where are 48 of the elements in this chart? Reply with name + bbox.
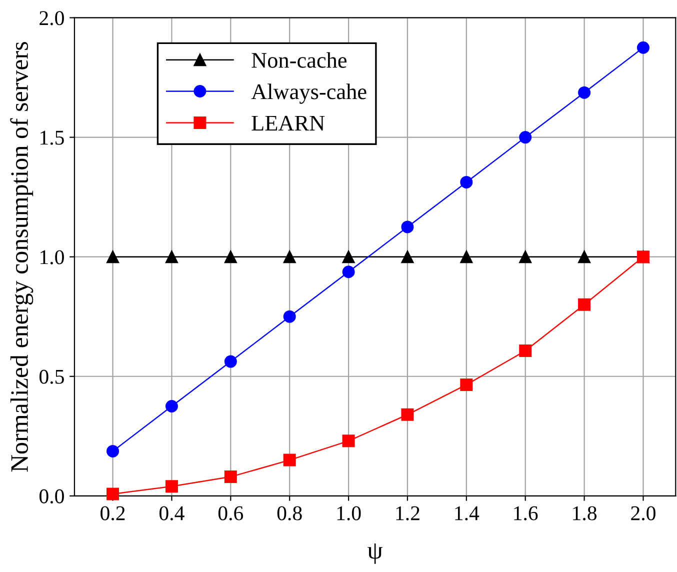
point bbox=[165, 250, 178, 264]
point bbox=[283, 250, 296, 264]
x-axis-title: ψ bbox=[368, 544, 383, 564]
x-tick-label: 0.6 bbox=[218, 506, 244, 520]
point bbox=[519, 131, 532, 144]
point bbox=[578, 298, 591, 311]
point bbox=[106, 488, 120, 500]
point bbox=[165, 400, 178, 413]
point bbox=[401, 250, 414, 264]
point bbox=[636, 41, 650, 54]
y-tick-label: 1.0 bbox=[40, 250, 64, 264]
x-tick-label: 0.8 bbox=[277, 506, 302, 520]
point bbox=[401, 408, 414, 421]
point bbox=[460, 378, 473, 391]
x-tick-label: 2.0 bbox=[631, 506, 656, 520]
y-axis-title: Normalized energy consumption of servers bbox=[10, 42, 34, 472]
x-tick-label: 1.6 bbox=[514, 506, 538, 520]
point bbox=[401, 220, 414, 234]
legend-label: Always-cahe bbox=[251, 84, 366, 104]
y-tick-label: 1.5 bbox=[40, 130, 64, 145]
point bbox=[224, 250, 237, 264]
x-tick-label: 1.0 bbox=[337, 506, 361, 520]
legend-label: Non-cache bbox=[252, 52, 347, 68]
point bbox=[342, 434, 355, 448]
point bbox=[519, 344, 532, 358]
y-tick-label: 0.0 bbox=[40, 489, 64, 504]
point bbox=[224, 355, 237, 368]
y-tick-label: 2.0 bbox=[40, 11, 64, 26]
point bbox=[283, 310, 296, 323]
point bbox=[578, 250, 591, 264]
point bbox=[578, 86, 591, 99]
x-tick-label: 1.2 bbox=[396, 506, 420, 520]
point bbox=[224, 470, 237, 484]
point bbox=[342, 266, 355, 278]
point bbox=[519, 250, 532, 264]
x-tick-label: 1.8 bbox=[573, 506, 597, 520]
x-tick-label: 0.4 bbox=[159, 506, 184, 520]
point bbox=[283, 454, 296, 466]
y-tick-label: 0.5 bbox=[40, 370, 64, 384]
legend-label: LEARN bbox=[252, 116, 325, 130]
point bbox=[342, 250, 355, 264]
point bbox=[106, 444, 120, 458]
point bbox=[460, 250, 473, 264]
point bbox=[165, 480, 178, 493]
x-tick-label: 1.4 bbox=[455, 506, 480, 520]
x-tick-label: 0.2 bbox=[100, 506, 125, 520]
point bbox=[106, 250, 120, 264]
point bbox=[460, 176, 473, 188]
